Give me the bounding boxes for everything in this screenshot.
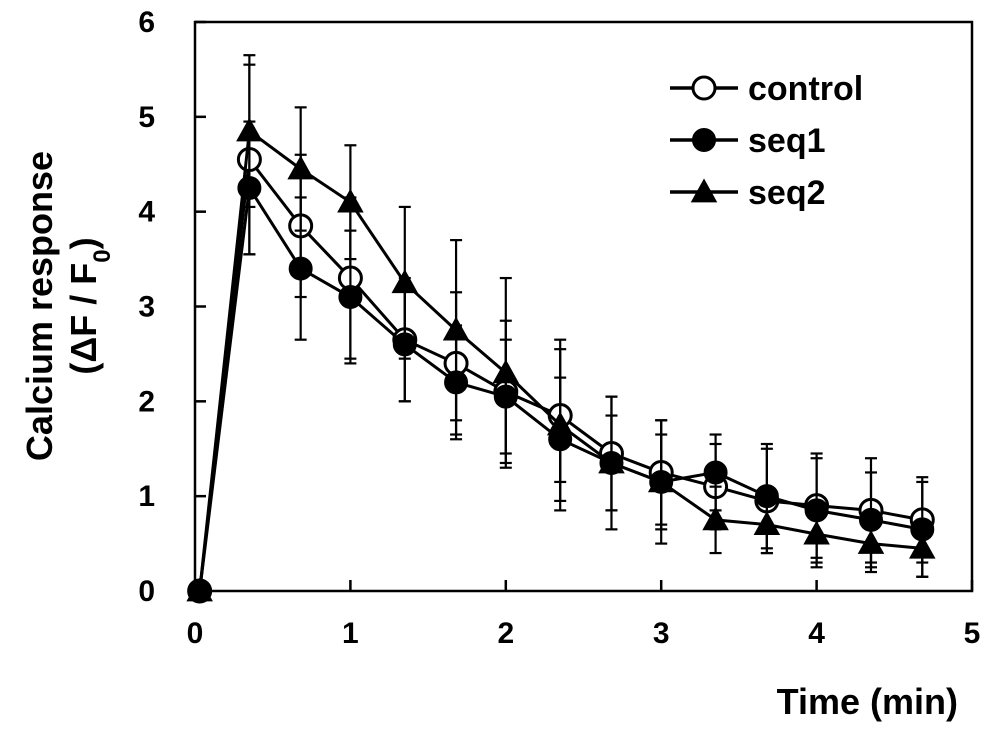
filled-triangle-marker [908,534,936,559]
data-point [703,460,728,485]
data-point [442,316,470,341]
y-tick-label: 5 [138,101,155,134]
y-tick-label: 2 [138,385,155,418]
data-point [908,534,936,559]
filled-triangle-marker [598,449,625,474]
y-tick-label: 4 [138,196,155,229]
data-point [236,117,263,142]
x-tick-label: 0 [187,617,204,650]
filled-triangle-marker [442,316,470,341]
x-axis: 0 1 2 3 4 5 [187,580,981,650]
legend-marker [690,178,718,203]
filled-triangle-marker [287,155,314,180]
x-tick-label: 2 [497,617,514,650]
filled-triangle-marker [690,178,718,203]
data-point [803,520,830,545]
y-axis-title-prefix: (ΔF / F [63,263,104,375]
legend-label: seq1 [748,122,826,160]
y-tick-label: 3 [138,291,155,324]
legend: control seq1 seq2 [670,70,863,212]
y-axis-title: Calcium response (ΔF / F0) [19,151,116,461]
data-point [598,449,625,474]
data-point [753,511,781,535]
filled-triangle-marker [647,468,675,493]
data-point [337,188,364,213]
filled-triangle-marker [803,520,830,545]
filled-circle-marker [338,285,363,310]
filled-triangle-marker [492,359,520,384]
data-point [647,468,675,493]
legend-label: control [748,70,863,108]
data-point [857,530,885,554]
y-tick-label: 0 [138,575,155,608]
y-tick-label: 1 [138,480,155,513]
filled-triangle-marker [186,577,213,602]
x-tick-label: 4 [808,617,825,650]
data-point [287,155,314,180]
open-circle-marker [691,75,717,101]
y-axis: 0 1 2 3 4 5 6 [138,6,206,608]
series-seq2 [186,54,936,602]
legend-item-control: control [670,70,863,108]
x-axis-title: Time (min) [777,681,958,722]
data-point [186,577,213,602]
filled-triangle-marker [236,117,263,142]
legend-item-seq2: seq2 [670,174,826,212]
data-point [288,256,313,281]
legend-marker [692,128,716,152]
data-point [338,285,363,310]
x-tick-label: 1 [342,617,359,650]
series-layer [186,54,936,604]
filled-triangle-marker [753,511,781,535]
filled-circle-marker [288,256,313,281]
data-point [492,359,520,384]
data-point [546,411,574,436]
filled-triangle-marker [546,411,574,436]
filled-triangle-marker [702,506,729,531]
y-axis-title-suffix: ) [63,237,104,249]
filled-triangle-marker [857,530,885,554]
filled-triangle-marker [391,269,419,294]
data-point [391,269,419,294]
y-tick-label: 6 [138,6,155,39]
filled-triangle-marker [337,188,364,213]
y-axis-title-subscript: 0 [89,249,116,262]
legend-item-seq1: seq1 [670,122,826,160]
legend-label: seq2 [748,174,826,212]
legend-marker [691,75,717,101]
filled-circle-marker [692,128,716,152]
x-tick-label: 3 [653,617,670,650]
filled-circle-marker [703,460,728,485]
y-axis-title-line2: (ΔF / F0) [63,237,116,374]
data-point [702,506,729,531]
x-tick-label: 5 [964,617,981,650]
y-axis-title-line1: Calcium response [19,151,60,461]
